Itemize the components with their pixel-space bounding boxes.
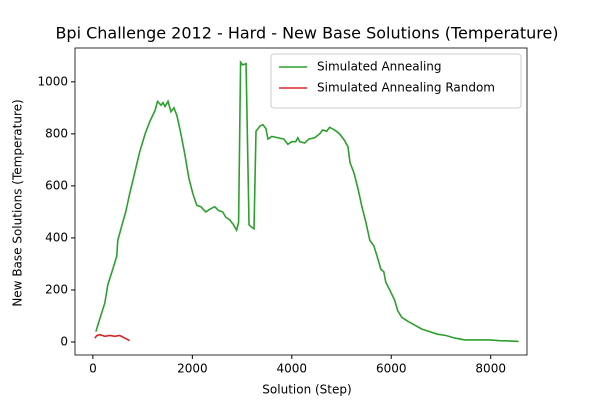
y-tick-label: 400 xyxy=(45,230,68,244)
series-line xyxy=(95,59,519,343)
legend-label: Simulated Annealing Random xyxy=(317,81,495,95)
x-tick-label: 0 xyxy=(89,362,97,376)
x-tick-label: 8000 xyxy=(475,362,506,376)
y-tick-label: 200 xyxy=(45,282,68,296)
y-tick-label: 0 xyxy=(60,334,68,348)
x-tick-label: 2000 xyxy=(177,362,208,376)
plot-frame xyxy=(74,47,528,356)
x-tick-label: 6000 xyxy=(376,362,407,376)
legend-box xyxy=(270,53,522,109)
x-tick-label: 4000 xyxy=(277,362,308,376)
chart-title: Bpi Challenge 2012 - Hard - New Base Sol… xyxy=(55,24,558,43)
y-tick-label: 800 xyxy=(45,126,68,140)
legend-label: Simulated Annealing xyxy=(317,60,442,74)
x-axis-label: Solution (Step) xyxy=(262,383,351,397)
y-tick-label: 600 xyxy=(45,178,68,192)
y-axis-label: New Base Solutions (Temperature) xyxy=(11,99,25,306)
series-line xyxy=(94,333,131,342)
y-tick-label: 1000 xyxy=(37,74,68,88)
